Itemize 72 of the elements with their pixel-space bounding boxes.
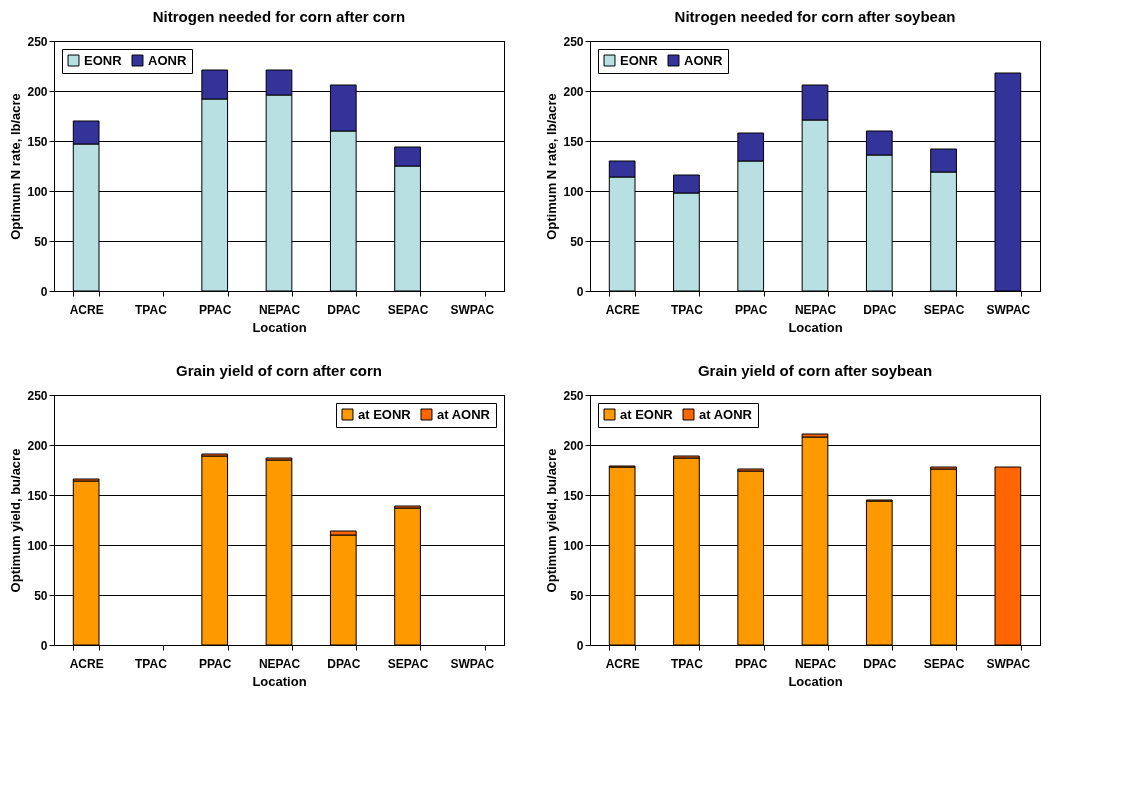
y-tick-label: 50 [570,588,584,603]
legend-label: EONR [620,52,659,68]
x-tick-label: DPAC [327,302,361,317]
x-tick-label: ACRE [69,302,104,317]
y-tick-label: 100 [563,538,584,553]
legend-label: at AONR [699,406,753,422]
y-axis-title: Optimum yield, bu/acre [544,448,560,593]
x-tick-label: ACRE [605,656,640,671]
x-tick-label: PPAC [734,656,768,671]
y-tick-label: 100 [27,538,48,553]
x-tick-label: ACRE [605,302,640,317]
y-tick-label: 250 [563,388,584,403]
x-tick-label: DPAC [327,656,361,671]
y-axis-title: Optimum N rate, lb/acre [544,93,560,240]
x-tick-label: PPAC [734,302,768,317]
y-tick-label: 200 [563,84,584,99]
x-tick-label: SWPAC [450,302,495,317]
x-tick-label: PPAC [198,656,232,671]
y-axis-title: Optimum yield, bu/acre [8,448,24,593]
legend-label: at EONR [358,406,412,422]
x-axis-title: Location [252,319,307,335]
chart-title: Grain yield of corn after corn [176,362,382,379]
x-tick-label: TPAC [135,302,168,317]
y-tick-label: 150 [563,134,584,149]
chart-title: Grain yield of corn after soybean [697,362,933,379]
x-tick-label: SEPAC [923,656,965,671]
y-tick-label: 250 [563,34,584,49]
x-tick-label: ACRE [69,656,104,671]
x-tick-label: SEPAC [923,302,965,317]
chart-title: Nitrogen needed for corn after corn [152,8,406,25]
y-tick-label: 100 [27,184,48,199]
y-tick-label: 150 [27,488,48,503]
x-tick-label: TPAC [671,302,704,317]
y-tick-label: 100 [563,184,584,199]
x-tick-label: TPAC [135,656,168,671]
y-tick-label: 250 [27,34,48,49]
x-tick-label: NEPAC [258,656,301,671]
legend-label: EONR [84,52,123,68]
y-tick-label: 0 [40,638,48,653]
y-axis-title: Optimum N rate, lb/acre [8,93,24,240]
x-tick-label: SWPAC [986,302,1031,317]
y-tick-label: 200 [27,84,48,99]
x-axis-title: Location [252,673,307,689]
legend-label: AONR [684,52,723,68]
x-tick-label: SEPAC [387,302,429,317]
y-tick-label: 150 [563,488,584,503]
x-tick-label: SWPAC [450,656,495,671]
legend-label: AONR [148,52,187,68]
y-tick-label: 50 [34,588,48,603]
x-tick-label: DPAC [863,302,897,317]
y-tick-label: 0 [576,638,584,653]
chart-title: Nitrogen needed for corn after soybean [674,8,956,25]
y-tick-label: 200 [563,438,584,453]
legend-label: at EONR [620,406,674,422]
x-tick-label: NEPAC [794,656,837,671]
x-tick-label: SWPAC [986,656,1031,671]
x-tick-label: DPAC [863,656,897,671]
y-tick-label: 200 [27,438,48,453]
y-tick-label: 50 [570,234,584,249]
y-tick-label: 50 [34,234,48,249]
y-tick-label: 0 [576,284,584,299]
legend-label: at AONR [437,406,491,422]
x-tick-label: TPAC [671,656,704,671]
y-tick-label: 0 [40,284,48,299]
y-tick-label: 250 [27,388,48,403]
x-axis-title: Location [788,319,843,335]
x-tick-label: SEPAC [387,656,429,671]
x-axis-title: Location [788,673,843,689]
x-tick-label: NEPAC [258,302,301,317]
y-tick-label: 150 [27,134,48,149]
x-tick-label: PPAC [198,302,232,317]
x-tick-label: NEPAC [794,302,837,317]
